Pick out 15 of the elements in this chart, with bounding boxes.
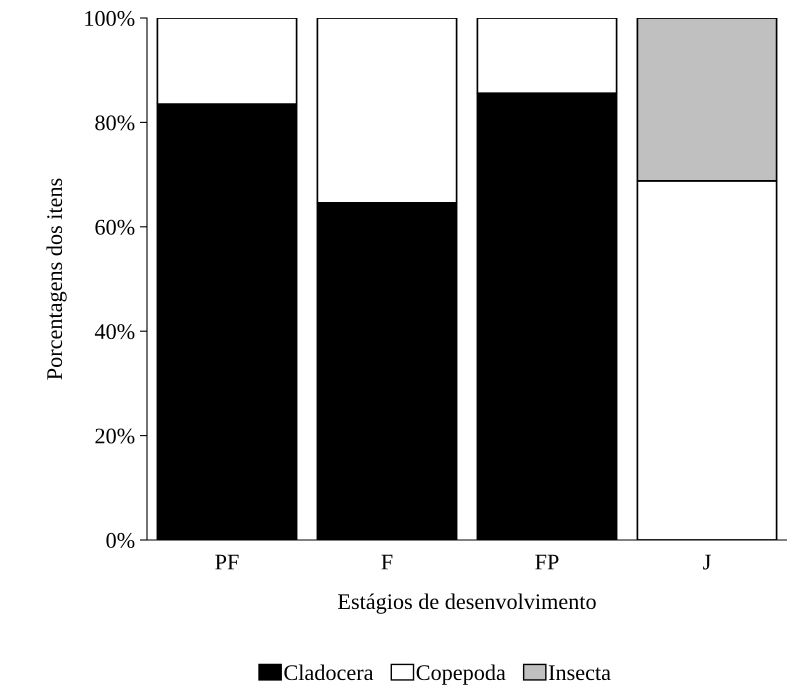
x-tick-label: F — [381, 554, 392, 570]
y-tick-label: 60% — [95, 220, 134, 235]
legend-label: Cladocera — [284, 664, 374, 680]
y-tick-label: 100% — [85, 10, 134, 26]
x-tick-label: FP — [535, 554, 558, 570]
x-axis-title: Estágios de desenvolvimento — [338, 593, 596, 614]
x-tick-label: J — [703, 554, 711, 570]
y-tick-label: 80% — [95, 115, 134, 130]
y-tick-label: 20% — [95, 428, 134, 444]
x-tick-label: PF — [215, 554, 239, 570]
legend-label: Insecta — [548, 665, 611, 680]
y-tick-label: 40% — [94, 324, 134, 340]
legend-label: Copepoda — [416, 664, 506, 685]
y-axis-title: Porcentagens dos itens — [46, 178, 67, 380]
y-tick-label: 0% — [106, 532, 134, 548]
